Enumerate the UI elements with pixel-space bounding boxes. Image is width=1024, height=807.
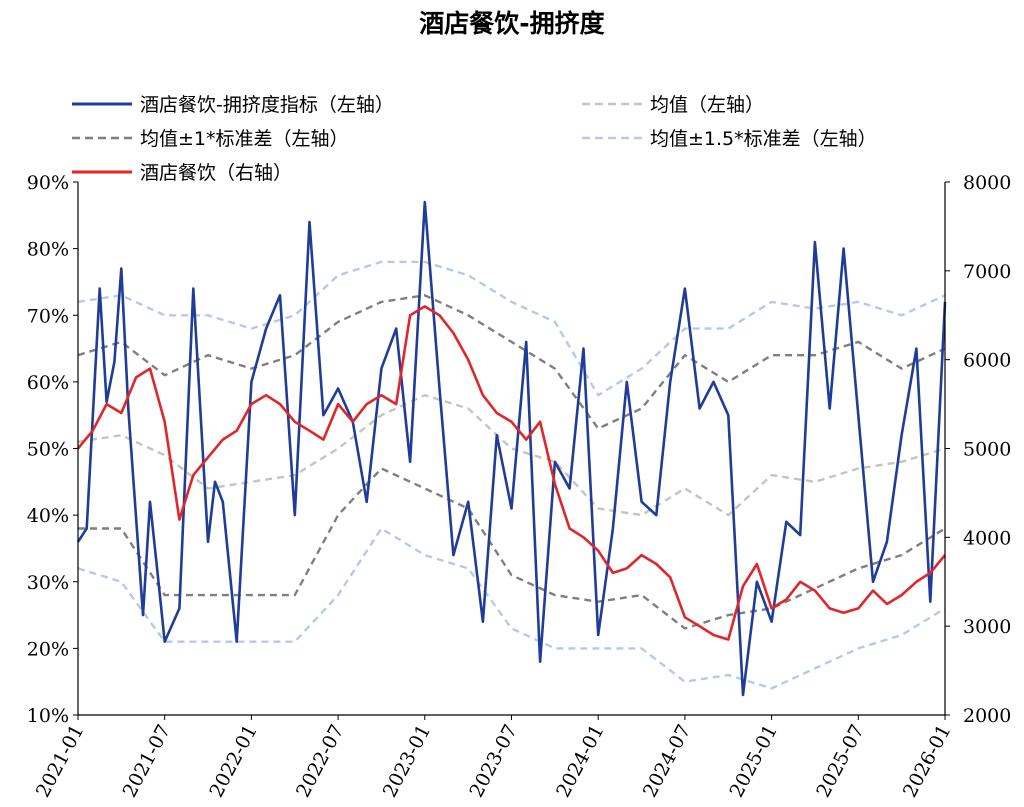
y-left-tick-label: 20% [27,638,69,660]
y-right-tick-label: 6000 [963,350,1011,372]
y-right-tick-label: 2000 [963,705,1011,727]
series-line-6 [76,305,947,641]
chart-title: 酒店餐饮-拥挤度 [419,9,605,38]
y-left-tick-label: 90% [27,172,69,194]
x-tick-label: 2022-01 [205,721,261,801]
series-line-5 [77,527,946,690]
x-tick-label: 2026-01 [899,721,955,801]
y-left-tick-label: 40% [27,505,69,527]
y-right-tick-label: 5000 [963,439,1011,461]
legend-label: 均值±1.5*标准差（左轴） [650,128,877,150]
y-right-tick-label: 4000 [963,527,1011,549]
legend-label: 均值（左轴） [650,94,764,116]
y-left-tick-label: 30% [27,572,69,594]
y-right-tick-label: 8000 [963,172,1011,194]
legend-label: 均值±1*标准差（左轴） [140,128,349,150]
x-tick-label: 2021-01 [32,721,88,801]
y-left-tick-label: 70% [27,305,69,327]
legend-label: 酒店餐饮（右轴） [140,162,292,184]
series-line-2 [77,294,946,430]
y-right-tick-label: 7000 [963,261,1011,283]
x-tick-label: 2025-01 [726,721,782,801]
x-tick-label: 2024-01 [552,721,608,801]
x-tick-label: 2021-07 [119,721,175,801]
y-left-tick-label: 50% [27,439,69,461]
x-tick-label: 2023-01 [379,721,435,801]
series-line-3 [78,467,946,630]
series-line-1 [77,394,946,517]
x-tick-label: 2024-07 [639,721,695,801]
legend-label: 酒店餐饮-拥挤度指标（左轴） [140,94,394,116]
series-line-0 [76,200,947,697]
plot-area [76,200,947,697]
legend: 酒店餐饮-拥挤度指标（左轴） 均值（左轴） 均值±1*标准差（左轴） 均值±1.5*标… [72,94,877,184]
series-line-4 [77,260,946,397]
x-tick-label: 2022-07 [292,721,348,801]
y-left-tick-label: 60% [27,372,69,394]
y-right-tick-label: 3000 [963,616,1011,638]
y-left-tick-label: 80% [27,239,69,261]
x-tick-label: 2023-07 [465,721,521,801]
y-left-tick-label: 10% [27,705,69,727]
x-tick-label: 2025-07 [812,721,868,801]
